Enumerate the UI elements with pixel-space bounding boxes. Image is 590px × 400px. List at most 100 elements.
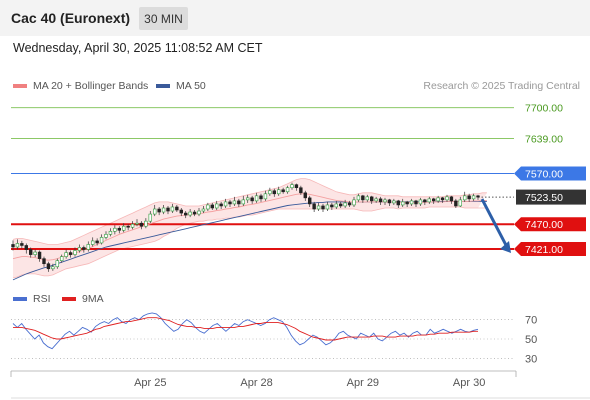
candle-body <box>232 200 237 205</box>
candle-body <box>445 196 449 201</box>
candle <box>303 190 307 201</box>
rsi-tick-label: 30 <box>525 353 537 365</box>
candle-body <box>316 205 321 210</box>
candle-body <box>263 193 268 200</box>
candle <box>60 254 64 263</box>
candle <box>418 197 423 206</box>
rsi-swatch <box>13 297 27 301</box>
candle-body <box>170 206 175 212</box>
candle <box>91 237 95 247</box>
candle <box>64 249 68 259</box>
instrument-title: Cac 40 (Euronext) <box>11 10 131 26</box>
candle <box>316 202 321 212</box>
level-lines <box>11 107 514 251</box>
candle-body <box>148 213 152 222</box>
candle-body <box>223 201 228 207</box>
candle-body <box>290 184 294 189</box>
candle-body <box>281 189 285 193</box>
candle-body <box>303 192 307 199</box>
candle-body <box>449 196 454 202</box>
candle-body <box>458 199 462 207</box>
candle-body <box>294 184 299 189</box>
candle-body <box>86 244 90 250</box>
candle <box>113 225 117 235</box>
candle-body <box>241 199 245 205</box>
candle-body <box>272 190 276 195</box>
candle-body <box>378 198 383 203</box>
support-label: 7470.00 <box>525 219 563 231</box>
interval-button[interactable]: 30 MIN <box>139 7 188 30</box>
ma9-swatch <box>62 297 76 301</box>
candle-body <box>285 187 290 193</box>
candle <box>449 195 454 204</box>
candle-body <box>254 195 259 202</box>
level-labels: 7700.00 7639.00 7570.00 7523.50 7470.00 7421.… <box>514 103 586 257</box>
rsi-tick-label: 70 <box>525 315 537 327</box>
candle-body <box>370 196 374 202</box>
bollinger-upper-line <box>12 178 487 245</box>
candle-body <box>277 189 281 195</box>
candle <box>290 182 294 190</box>
candle-body <box>454 200 458 207</box>
candle-body <box>139 222 144 227</box>
candle-body <box>463 195 467 201</box>
rsi-series-rsi <box>12 312 479 350</box>
candle-body <box>20 243 24 246</box>
candle <box>277 186 281 196</box>
candle <box>383 197 387 205</box>
candle <box>294 183 299 191</box>
candle <box>210 202 214 211</box>
legend-ma50: MA 50 <box>156 80 206 92</box>
candle <box>401 198 405 207</box>
candle <box>440 196 445 203</box>
candle-body <box>392 200 396 204</box>
candle <box>361 194 365 203</box>
ma9-legend-label: 9MA <box>82 293 104 305</box>
candle <box>117 226 121 234</box>
last-price-label: 7523.50 <box>525 192 563 204</box>
candle-body <box>126 225 130 228</box>
candle <box>130 221 135 230</box>
candle <box>139 221 144 230</box>
candle <box>166 205 170 215</box>
candle <box>20 240 24 249</box>
candle-body <box>352 199 356 206</box>
candle-body <box>432 198 436 202</box>
candle-body <box>401 201 405 206</box>
candle <box>82 245 86 253</box>
candle-body <box>414 200 418 205</box>
time-tick-label: Apr 29 <box>347 377 379 389</box>
candle-body <box>405 201 409 205</box>
candle <box>95 238 99 246</box>
candle <box>29 247 33 258</box>
candle-body <box>219 203 223 207</box>
rsi-tick-label: 50 <box>525 334 537 346</box>
candle-body <box>108 230 113 235</box>
candle <box>77 244 82 253</box>
bollinger-lower-line <box>12 206 487 279</box>
candle <box>126 224 130 231</box>
candle-body <box>130 223 135 228</box>
candle <box>161 204 166 215</box>
candle-body <box>68 252 73 255</box>
candle-body <box>55 260 59 268</box>
candle-body <box>387 199 392 204</box>
candle-body <box>188 211 192 216</box>
candle <box>24 243 28 254</box>
candle-body <box>312 203 316 210</box>
time-tick-label: Apr 30 <box>453 377 485 389</box>
candle-body <box>77 247 82 251</box>
candle <box>325 201 330 212</box>
candle-body <box>356 195 361 201</box>
last-price-tag <box>516 189 586 205</box>
candle-body <box>396 200 400 206</box>
candle <box>347 200 352 207</box>
candle <box>263 190 268 201</box>
candle-body <box>299 187 303 194</box>
candle <box>365 194 369 202</box>
support-tag <box>514 242 586 257</box>
candle-body <box>206 204 210 210</box>
candle <box>215 200 219 211</box>
candle-body <box>122 225 126 231</box>
